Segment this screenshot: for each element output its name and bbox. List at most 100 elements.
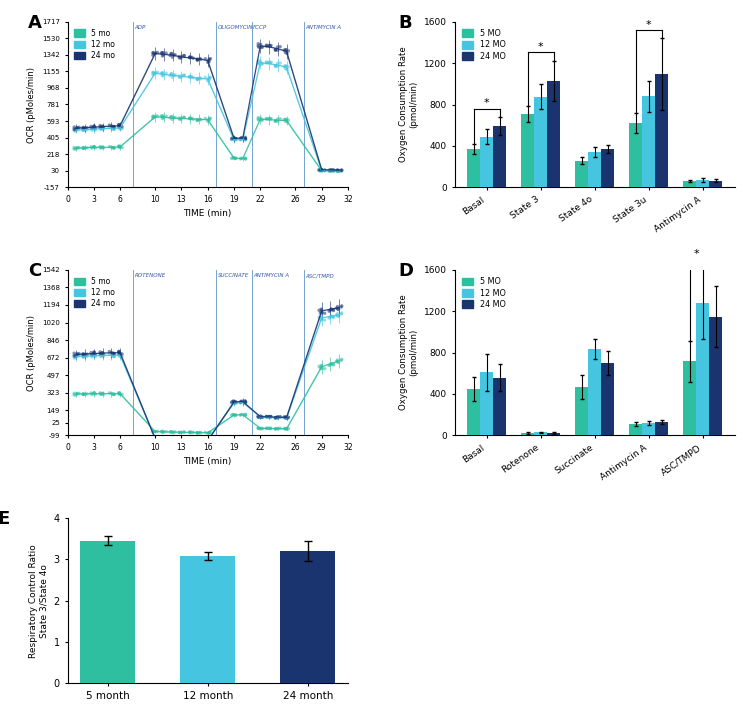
Point	[281, 413, 293, 425]
Point	[195, 73, 207, 84]
Point	[280, 411, 292, 422]
Point	[274, 57, 286, 69]
Point	[188, 433, 200, 445]
Point	[94, 348, 106, 360]
Point	[195, 114, 207, 126]
Point	[260, 411, 272, 422]
Point	[195, 434, 207, 446]
Point	[112, 119, 125, 131]
Point	[326, 164, 338, 176]
Bar	[80, 541, 135, 683]
Point	[147, 67, 159, 79]
Point	[200, 113, 211, 124]
Point	[160, 432, 172, 443]
Point	[235, 396, 247, 408]
Point	[316, 164, 328, 175]
Point	[226, 134, 238, 145]
Point	[95, 122, 107, 134]
Point	[313, 361, 325, 372]
Point	[332, 308, 344, 319]
Point	[96, 387, 108, 399]
Point	[157, 427, 169, 438]
Point	[166, 68, 178, 79]
Point	[252, 113, 264, 125]
Point	[86, 122, 98, 134]
Point	[336, 353, 348, 365]
Point	[97, 121, 109, 132]
Legend: 5 MO, 12 MO, 24 MO: 5 MO, 12 MO, 24 MO	[458, 274, 509, 312]
Point	[323, 305, 335, 317]
Point	[147, 433, 159, 444]
Point	[335, 301, 347, 313]
Point	[95, 142, 107, 154]
Point	[315, 164, 327, 176]
Point	[332, 165, 344, 177]
Point	[96, 349, 108, 361]
Point	[229, 396, 241, 408]
Point	[324, 305, 336, 316]
Point	[81, 348, 93, 360]
Point	[272, 116, 284, 127]
Point	[255, 422, 267, 434]
Point	[316, 165, 328, 177]
Point	[98, 121, 109, 133]
Point	[280, 44, 292, 56]
Point	[108, 121, 120, 133]
Point	[148, 68, 160, 79]
Point	[86, 124, 98, 136]
Bar	[642, 423, 656, 435]
Point	[166, 433, 178, 445]
Point	[205, 53, 217, 65]
Point	[184, 427, 196, 438]
Point	[184, 71, 196, 83]
Point	[70, 389, 82, 401]
Point	[88, 122, 100, 134]
Point	[77, 388, 89, 400]
Point	[328, 358, 340, 370]
Point	[262, 422, 274, 434]
Point	[200, 53, 211, 65]
Point	[191, 73, 203, 85]
Point	[148, 433, 160, 444]
Point	[168, 112, 180, 124]
Point	[169, 49, 181, 60]
Bar	[521, 433, 534, 435]
Point	[148, 111, 160, 123]
Point	[230, 396, 242, 408]
Point	[168, 433, 180, 444]
Point	[326, 164, 338, 176]
Point	[327, 164, 339, 176]
Point	[107, 142, 119, 153]
Point	[68, 142, 80, 153]
Point	[313, 305, 325, 316]
Point	[94, 350, 106, 362]
Point	[188, 435, 200, 446]
Point	[260, 113, 272, 124]
Point	[269, 412, 281, 424]
Point	[227, 134, 239, 145]
Point	[313, 164, 325, 175]
Point	[178, 426, 190, 438]
Point	[260, 57, 272, 69]
Point	[239, 153, 251, 165]
Point	[112, 140, 125, 152]
Point	[227, 152, 239, 164]
Point	[200, 433, 211, 445]
Point	[164, 70, 176, 81]
Point	[230, 153, 242, 164]
Text: C: C	[28, 262, 41, 280]
Point	[260, 113, 272, 125]
Point	[203, 435, 215, 446]
Point	[263, 422, 275, 434]
Point	[178, 69, 190, 81]
Point	[166, 52, 178, 63]
Point	[239, 133, 251, 145]
Point	[147, 49, 159, 61]
Point	[72, 388, 84, 400]
Point	[192, 73, 204, 85]
Point	[88, 120, 100, 132]
Point	[113, 345, 125, 357]
Point	[192, 435, 204, 446]
Point	[278, 422, 290, 434]
Point	[272, 412, 284, 424]
